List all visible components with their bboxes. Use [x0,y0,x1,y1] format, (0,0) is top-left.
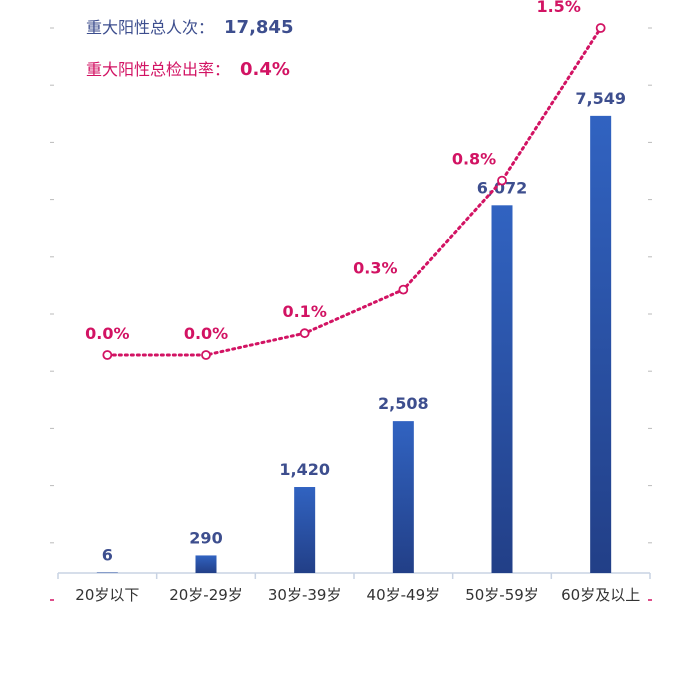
detection-rate-label: 重大阳性总检出率： [86,60,231,79]
detection-rate-value: 0.4% [240,59,290,80]
bar [590,115,612,573]
bar-value-label: 6 [102,546,113,565]
x-tick-label: 50岁-59岁 [465,586,539,604]
rate-value-label: 0.0% [184,324,228,343]
rate-point [299,328,310,339]
rate-value-label: 0.1% [282,302,326,321]
bar [392,421,414,573]
rate-point [398,284,409,295]
total-count-summary: 重大阳性总人次： 17,845 [86,14,293,38]
x-tick-label: 30岁-39岁 [268,586,342,604]
rate-point [102,350,113,360]
rate-point [497,175,507,186]
rate-point [595,23,606,33]
rate-point [201,350,211,360]
x-tick-label: 60岁及以上 [561,586,640,604]
bar-value-label: 1,420 [279,460,330,479]
x-tick-label: 20岁以下 [75,586,139,604]
bar-value-label: 2,508 [378,394,429,413]
rate-value-label: 0.0% [85,324,129,343]
x-tick-label: 20岁-29岁 [169,586,243,604]
rate-value-label: 0.8% [452,150,496,169]
bar-value-label: 6,072 [477,178,528,197]
detection-rate-summary: 重大阳性总检出率： 0.4% [86,56,290,80]
bar-value-label: 290 [189,528,222,547]
bar [96,572,118,573]
rate-line [105,26,603,357]
x-tick-label: 40岁-49岁 [367,586,441,604]
total-count-value: 17,845 [224,17,294,38]
rate-value-label: 0.3% [353,259,397,278]
bar [195,555,217,573]
total-count-label: 重大阳性总人次： [86,18,215,37]
bar [491,205,513,573]
rate-value-label: 1.5% [536,0,580,16]
bar [294,487,316,573]
bar-value-label: 7,549 [575,89,626,108]
